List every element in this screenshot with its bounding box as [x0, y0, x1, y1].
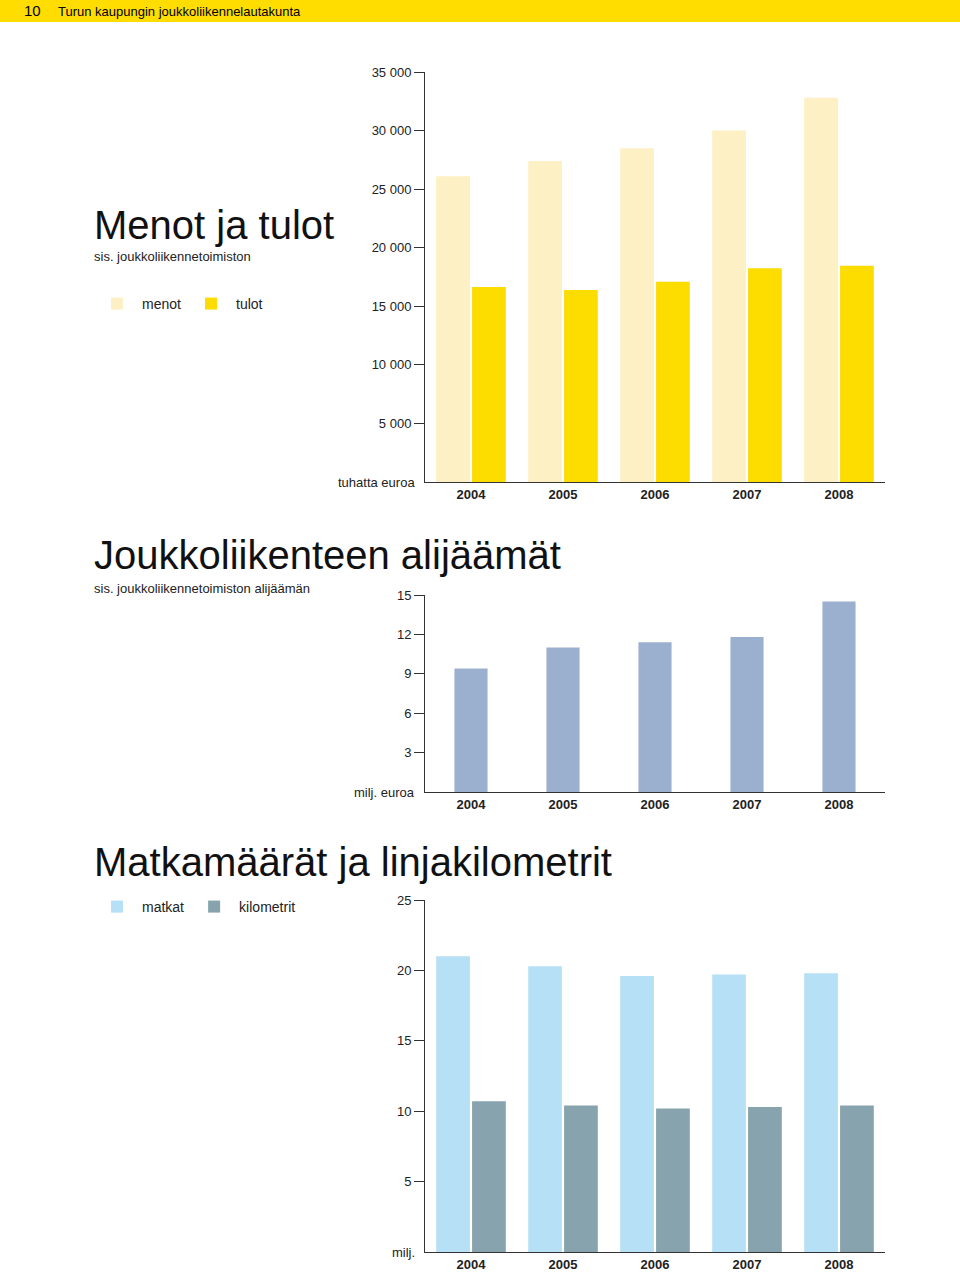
svg-text:25 000: 25 000 — [372, 182, 412, 197]
svg-text:sis. joukkoliikennetoimiston a: sis. joukkoliikennetoimiston alijäämän — [94, 581, 310, 596]
html-text:Turun kaupungin joukkoliikenne: Turun kaupungin joukkoliikennelautakunta — [58, 4, 301, 19]
svg-text:matkat: matkat — [142, 899, 184, 915]
svg-text:2005: 2005 — [549, 797, 578, 812]
svg-text:2008: 2008 — [825, 797, 854, 812]
svg-text:2005: 2005 — [549, 487, 578, 502]
svg-text:2008: 2008 — [825, 487, 854, 502]
svg-text:15 000: 15 000 — [372, 299, 412, 314]
svg-text:2005: 2005 — [549, 1257, 578, 1272]
svg-text:6: 6 — [404, 706, 411, 721]
svg-text:9: 9 — [404, 666, 411, 681]
svg-text:12: 12 — [397, 627, 411, 642]
svg-text:2007: 2007 — [733, 487, 762, 502]
svg-text:20 000: 20 000 — [372, 240, 412, 255]
svg-text:Matkamäärät ja linjakilometrit: Matkamäärät ja linjakilometrit — [94, 840, 612, 884]
svg-text:30 000: 30 000 — [372, 123, 412, 138]
svg-text:3: 3 — [404, 745, 411, 760]
svg-text:milj.: milj. — [392, 1245, 415, 1260]
svg-text:tulot: tulot — [236, 296, 263, 312]
html-text:10: 10 — [24, 2, 41, 19]
svg-text:2007: 2007 — [733, 797, 762, 812]
svg-text:35 000: 35 000 — [372, 65, 412, 80]
svg-text:menot: menot — [142, 296, 181, 312]
svg-text:25: 25 — [397, 893, 411, 908]
svg-text:2008: 2008 — [825, 1257, 854, 1272]
svg-text:10: 10 — [397, 1104, 411, 1119]
svg-text:5: 5 — [404, 1174, 411, 1189]
svg-text:tuhatta euroa: tuhatta euroa — [338, 475, 415, 490]
svg-text:sis. joukkoliikennetoimiston: sis. joukkoliikennetoimiston — [94, 249, 251, 264]
svg-text:2006: 2006 — [641, 1257, 670, 1272]
svg-text:milj. euroa: milj. euroa — [354, 785, 415, 800]
svg-text:20: 20 — [397, 963, 411, 978]
svg-text:2004: 2004 — [457, 487, 487, 502]
svg-text:2007: 2007 — [733, 1257, 762, 1272]
svg-text:2006: 2006 — [641, 487, 670, 502]
svg-text:10 000: 10 000 — [372, 357, 412, 372]
svg-text:5 000: 5 000 — [379, 416, 412, 431]
svg-text:Joukkoliikenteen alijäämät: Joukkoliikenteen alijäämät — [94, 533, 561, 577]
svg-text:15: 15 — [397, 588, 411, 603]
svg-text:Menot ja tulot: Menot ja tulot — [94, 203, 334, 247]
svg-text:2004: 2004 — [457, 1257, 487, 1272]
svg-text:2006: 2006 — [641, 797, 670, 812]
svg-text:2004: 2004 — [457, 797, 487, 812]
svg-text:15: 15 — [397, 1033, 411, 1048]
svg-text:kilometrit: kilometrit — [239, 899, 295, 915]
